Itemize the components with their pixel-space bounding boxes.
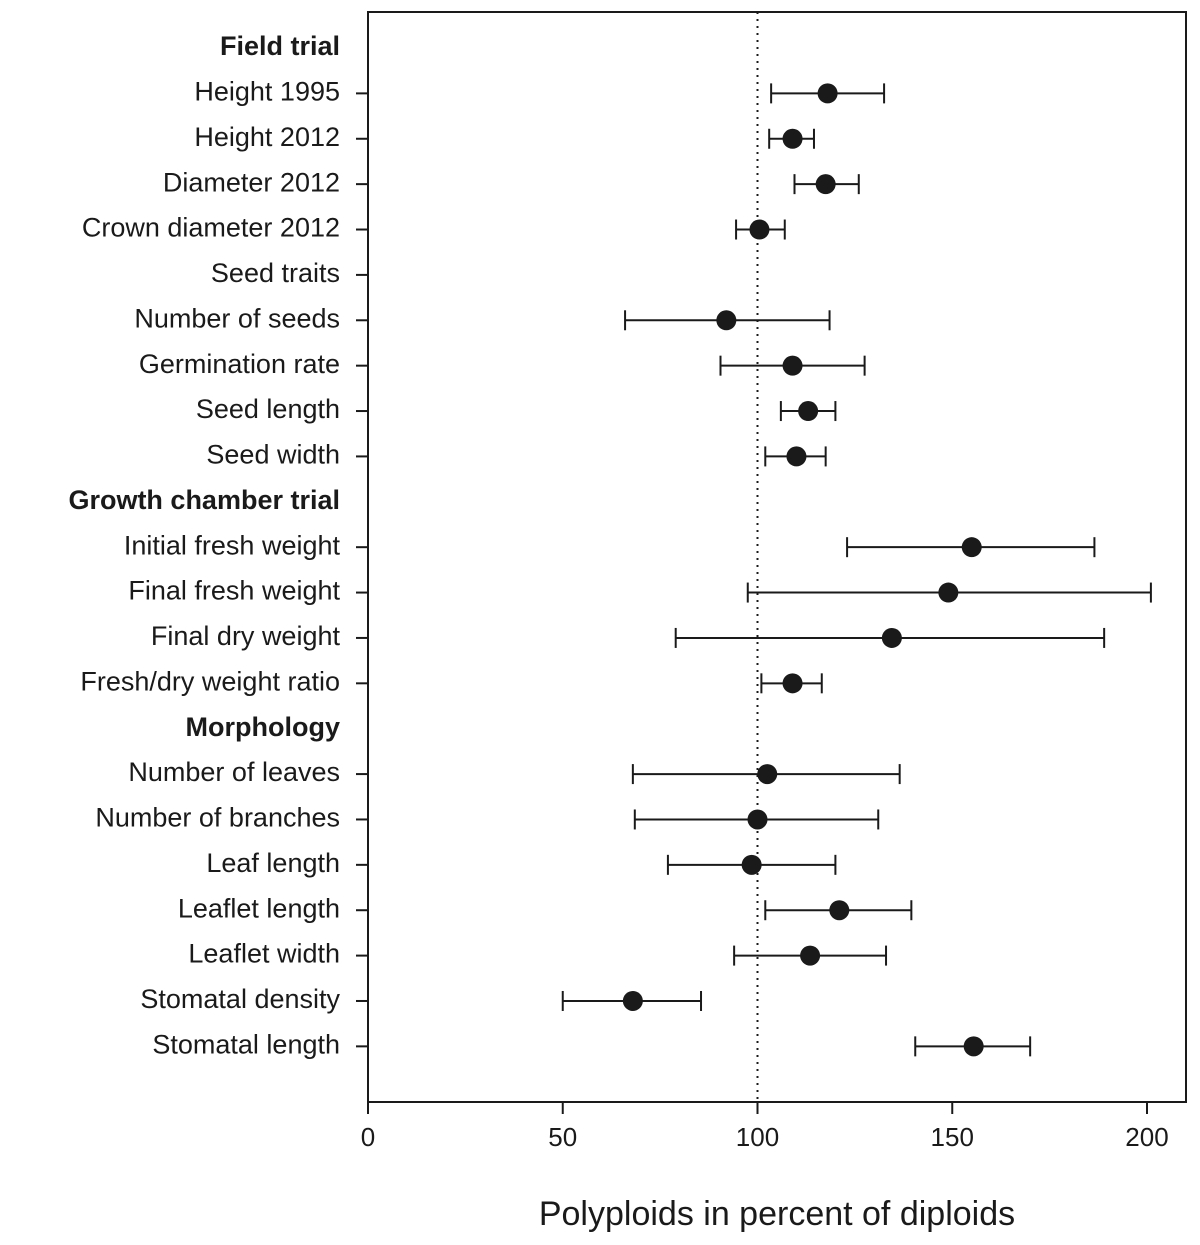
section-header-label: Field trial (220, 31, 340, 61)
row-initial-fresh-weight: Initial fresh weight (124, 530, 1096, 560)
x-tick-label: 200 (1125, 1122, 1168, 1152)
row-label: Fresh/dry weight ratio (80, 666, 340, 696)
row-leaflet-length: Leaflet length (178, 893, 913, 923)
row-label: Germination rate (139, 349, 340, 379)
row-morphology: Morphology (186, 712, 340, 742)
row-label: Final dry weight (151, 621, 341, 651)
data-point (798, 401, 819, 422)
plot-frame (367, 11, 1187, 1103)
row-final-fresh-weight: Final fresh weight (128, 576, 1152, 606)
row-label: Number of seeds (134, 303, 340, 333)
row-seed-length: Seed length (196, 394, 837, 424)
row-seed-width: Seed width (206, 440, 827, 470)
row-label: Stomatal density (140, 984, 340, 1014)
data-point (963, 1036, 984, 1057)
data-point (829, 900, 850, 921)
row-final-dry-weight: Final dry weight (151, 621, 1106, 651)
row-label: Height 1995 (194, 77, 340, 107)
section-header-label: Growth chamber trial (68, 485, 340, 515)
row-diameter-2012: Diameter 2012 (163, 167, 860, 197)
data-point (881, 627, 902, 648)
data-point (782, 673, 803, 694)
row-germination-rate: Germination rate (139, 349, 866, 379)
row-height-2012: Height 2012 (194, 122, 815, 152)
data-point (938, 582, 959, 603)
data-point (786, 446, 807, 467)
row-label: Leaf length (206, 848, 340, 878)
row-label: Number of branches (95, 803, 340, 833)
row-label: Seed length (196, 394, 340, 424)
row-label: Crown diameter 2012 (82, 213, 340, 243)
data-point (782, 355, 803, 376)
row-label: Diameter 2012 (163, 167, 340, 197)
data-point (800, 945, 821, 966)
row-crown-diameter-2012: Crown diameter 2012 (82, 213, 786, 243)
data-point (815, 174, 836, 195)
row-label: Number of leaves (128, 757, 340, 787)
x-tick-label: 100 (736, 1122, 779, 1152)
row-seed-traits: Seed traits (211, 258, 368, 288)
data-point (757, 764, 778, 785)
data-point (961, 537, 982, 558)
data-point (716, 310, 737, 331)
row-number-of-leaves: Number of leaves (128, 757, 901, 787)
row-stomatal-length: Stomatal length (152, 1029, 1032, 1059)
data-point (782, 128, 803, 149)
data-point (622, 990, 643, 1011)
row-label: Seed traits (211, 258, 340, 288)
row-growth-chamber-trial: Growth chamber trial (68, 485, 340, 515)
row-leaf-length: Leaf length (206, 848, 837, 878)
row-number-of-branches: Number of branches (95, 803, 880, 833)
row-label: Final fresh weight (128, 576, 340, 606)
row-height-1995: Height 1995 (194, 77, 886, 107)
row-number-of-seeds: Number of seeds (134, 303, 831, 333)
data-point (817, 83, 838, 104)
row-label: Seed width (206, 440, 340, 470)
data-point (749, 219, 770, 240)
x-tick-label: 0 (361, 1122, 375, 1152)
section-header-label: Morphology (186, 712, 340, 742)
row-fresh-dry-weight-ratio: Fresh/dry weight ratio (80, 666, 823, 696)
row-label: Height 2012 (194, 122, 340, 152)
row-leaflet-width: Leaflet width (188, 939, 888, 969)
x-tick-label: 150 (931, 1122, 974, 1152)
row-field-trial: Field trial (220, 31, 340, 61)
row-label: Stomatal length (152, 1029, 340, 1059)
row-label: Initial fresh weight (124, 530, 341, 560)
data-point (747, 809, 768, 830)
x-axis-title: Polyploids in percent of diploids (539, 1195, 1015, 1233)
x-tick-label: 50 (548, 1122, 577, 1152)
data-point (741, 854, 762, 875)
row-stomatal-density: Stomatal density (140, 984, 703, 1014)
row-label: Leaflet width (188, 939, 340, 969)
row-label: Leaflet length (178, 893, 340, 923)
